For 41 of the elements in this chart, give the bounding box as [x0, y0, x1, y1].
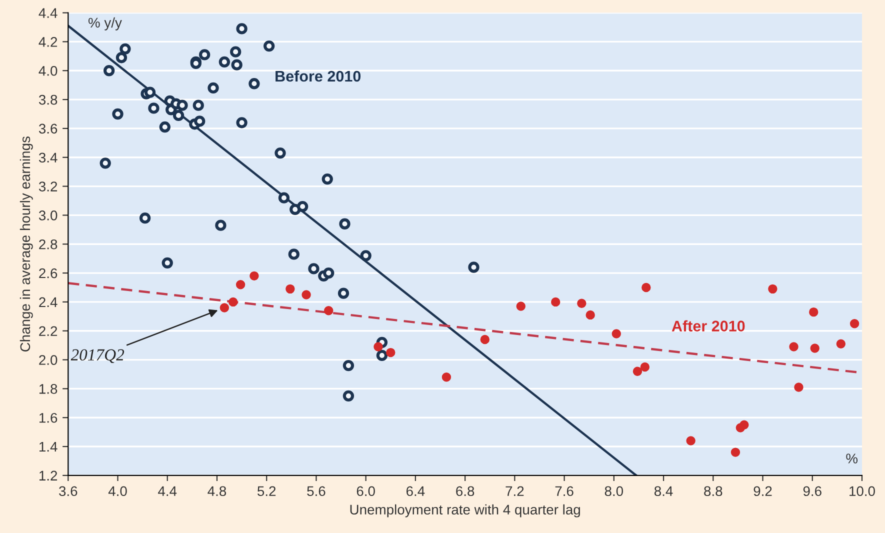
y-tick-label: 3.6: [38, 124, 58, 134]
x-tick-label: 3.6: [59, 486, 78, 496]
y-tick-label: 4.4: [38, 8, 58, 18]
x-tick-label: 8.8: [704, 486, 722, 496]
y-tick-label: 1.2: [39, 470, 58, 480]
y-tick-label: 3.8: [38, 94, 58, 105]
x-tick-label: 8.0: [604, 486, 624, 496]
x-tick-label: 4.4: [158, 486, 177, 496]
x-tick-label: 6.4: [406, 486, 425, 496]
y-tick-label: 3.2: [38, 182, 58, 192]
y-tick-label: 4.2: [38, 37, 58, 47]
y-tick-label: 1.4: [39, 442, 58, 452]
x-tick-label: 9.6: [803, 486, 822, 496]
x-tick-label: 7.2: [506, 486, 524, 496]
x-tick-label: 4.8: [208, 486, 226, 496]
x-tick-label: 4.0: [108, 486, 127, 496]
x-tick-label: 6.0: [356, 486, 375, 496]
x-axis-title: Unemployment rate with 4 quarter lag: [350, 504, 580, 518]
annotation: % y/y: [88, 17, 122, 30]
y-tick-label: 2.2: [39, 326, 58, 336]
x-tick-label: 10.0: [850, 486, 875, 496]
annotation: %: [846, 454, 858, 464]
y-tick-label: 1.6: [39, 412, 58, 423]
y-tick-label: 3.4: [38, 152, 58, 163]
x-tick-label: 5.2: [258, 486, 276, 496]
y-tick-label: 3.0: [38, 210, 58, 220]
y-tick-label: 4.0: [38, 66, 58, 76]
x-tick-label: 9.2: [754, 486, 772, 496]
series-label: Before 2010: [276, 70, 361, 82]
annotation: 2017Q2: [70, 349, 124, 364]
y-tick-label: 1.8: [39, 384, 58, 394]
y-tick-label: 2.0: [39, 355, 58, 365]
x-tick-label: 5.6: [307, 486, 326, 496]
y-tick-label: 2.4: [39, 297, 58, 307]
y-tick-label: 2.8: [39, 239, 58, 250]
x-tick-label: 7.6: [555, 486, 574, 496]
text: After 2010: [672, 320, 745, 332]
y-axis-title: Change in average hourly earnings: [20, 136, 33, 352]
x-tick-label: 8.4: [654, 486, 673, 496]
y-tick-label: 2.6: [39, 268, 58, 278]
x-tick-label: 6.8: [456, 486, 474, 496]
